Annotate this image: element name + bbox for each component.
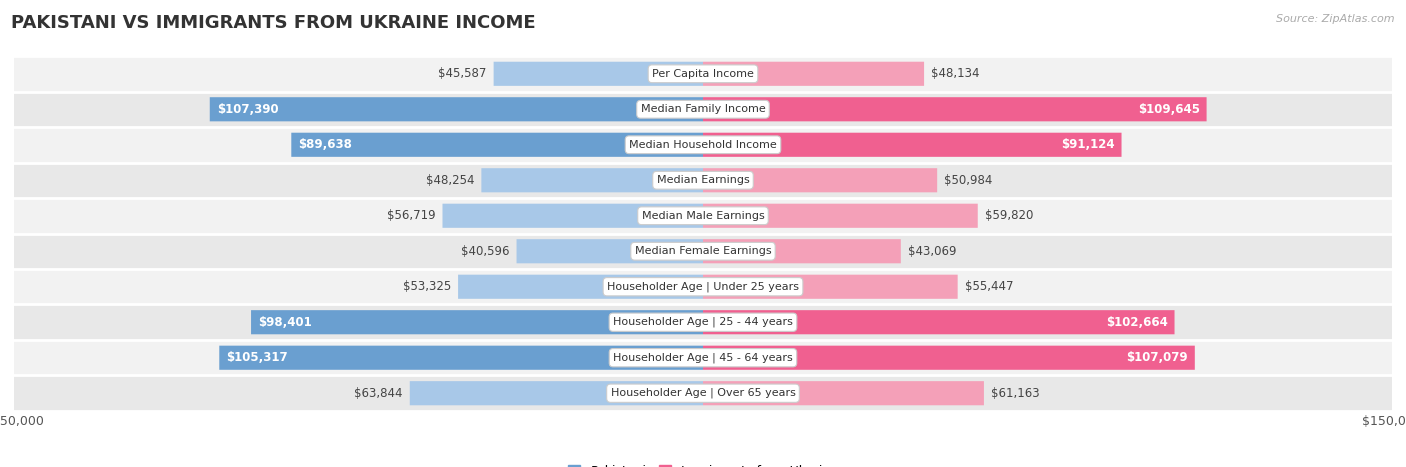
Text: $102,664: $102,664 bbox=[1105, 316, 1167, 329]
Bar bbox=[14, 375, 1392, 411]
Bar bbox=[14, 269, 1392, 304]
FancyBboxPatch shape bbox=[703, 381, 984, 405]
Bar bbox=[14, 304, 1392, 340]
FancyBboxPatch shape bbox=[291, 133, 703, 157]
Text: $109,645: $109,645 bbox=[1137, 103, 1199, 116]
FancyBboxPatch shape bbox=[703, 97, 1206, 121]
Text: $89,638: $89,638 bbox=[298, 138, 352, 151]
FancyBboxPatch shape bbox=[516, 239, 703, 263]
Text: $63,844: $63,844 bbox=[354, 387, 404, 400]
FancyBboxPatch shape bbox=[458, 275, 703, 299]
Text: Householder Age | 25 - 44 years: Householder Age | 25 - 44 years bbox=[613, 317, 793, 327]
FancyBboxPatch shape bbox=[703, 133, 1122, 157]
Legend: Pakistani, Immigrants from Ukraine: Pakistani, Immigrants from Ukraine bbox=[562, 460, 844, 467]
FancyBboxPatch shape bbox=[703, 310, 1174, 334]
Text: $107,079: $107,079 bbox=[1126, 351, 1188, 364]
Text: Median Household Income: Median Household Income bbox=[628, 140, 778, 150]
FancyBboxPatch shape bbox=[703, 204, 977, 228]
Text: Householder Age | Under 25 years: Householder Age | Under 25 years bbox=[607, 282, 799, 292]
Text: $98,401: $98,401 bbox=[257, 316, 312, 329]
Text: $40,596: $40,596 bbox=[461, 245, 509, 258]
Bar bbox=[14, 127, 1392, 163]
Bar bbox=[14, 234, 1392, 269]
Text: Householder Age | Over 65 years: Householder Age | Over 65 years bbox=[610, 388, 796, 398]
FancyBboxPatch shape bbox=[409, 381, 703, 405]
FancyBboxPatch shape bbox=[494, 62, 703, 86]
Text: Householder Age | 45 - 64 years: Householder Age | 45 - 64 years bbox=[613, 353, 793, 363]
Text: $43,069: $43,069 bbox=[908, 245, 956, 258]
Text: $48,134: $48,134 bbox=[931, 67, 980, 80]
Bar bbox=[14, 56, 1392, 92]
Text: $105,317: $105,317 bbox=[226, 351, 288, 364]
Text: $53,325: $53,325 bbox=[404, 280, 451, 293]
FancyBboxPatch shape bbox=[703, 346, 1195, 370]
FancyBboxPatch shape bbox=[443, 204, 703, 228]
Text: Median Male Earnings: Median Male Earnings bbox=[641, 211, 765, 221]
FancyBboxPatch shape bbox=[252, 310, 703, 334]
FancyBboxPatch shape bbox=[703, 239, 901, 263]
Text: Median Family Income: Median Family Income bbox=[641, 104, 765, 114]
FancyBboxPatch shape bbox=[703, 62, 924, 86]
Text: PAKISTANI VS IMMIGRANTS FROM UKRAINE INCOME: PAKISTANI VS IMMIGRANTS FROM UKRAINE INC… bbox=[11, 14, 536, 32]
Bar bbox=[14, 340, 1392, 375]
Text: $50,984: $50,984 bbox=[943, 174, 993, 187]
FancyBboxPatch shape bbox=[219, 346, 703, 370]
Text: $61,163: $61,163 bbox=[991, 387, 1039, 400]
Text: $91,124: $91,124 bbox=[1062, 138, 1115, 151]
Bar bbox=[14, 163, 1392, 198]
Text: $56,719: $56,719 bbox=[387, 209, 436, 222]
Text: Per Capita Income: Per Capita Income bbox=[652, 69, 754, 79]
FancyBboxPatch shape bbox=[703, 275, 957, 299]
Text: $59,820: $59,820 bbox=[984, 209, 1033, 222]
FancyBboxPatch shape bbox=[703, 168, 938, 192]
Text: $107,390: $107,390 bbox=[217, 103, 278, 116]
Text: Median Earnings: Median Earnings bbox=[657, 175, 749, 185]
Text: $55,447: $55,447 bbox=[965, 280, 1014, 293]
Text: $48,254: $48,254 bbox=[426, 174, 474, 187]
FancyBboxPatch shape bbox=[481, 168, 703, 192]
Text: $45,587: $45,587 bbox=[439, 67, 486, 80]
Bar bbox=[14, 198, 1392, 234]
Text: Median Female Earnings: Median Female Earnings bbox=[634, 246, 772, 256]
Bar bbox=[14, 92, 1392, 127]
Text: Source: ZipAtlas.com: Source: ZipAtlas.com bbox=[1277, 14, 1395, 24]
FancyBboxPatch shape bbox=[209, 97, 703, 121]
